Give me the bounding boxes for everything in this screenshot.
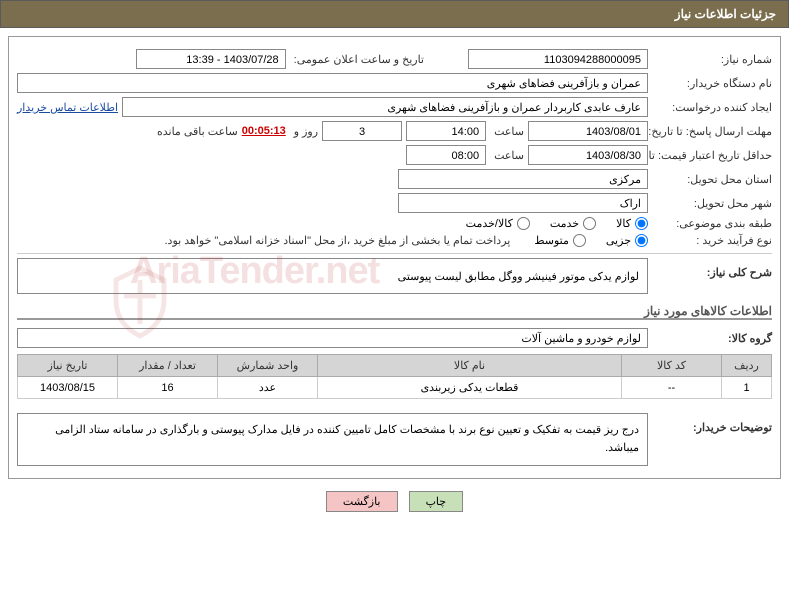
general-desc-field: لوازم یدکی موتور فینیشر ووگل مطابق لیست …: [17, 258, 648, 294]
remain-label: ساعت باقی مانده: [153, 125, 238, 138]
table-cell-code: --: [622, 377, 722, 399]
radio-service[interactable]: خدمت: [550, 217, 596, 230]
announce-date-label: تاریخ و ساعت اعلان عمومی:: [290, 53, 424, 66]
table-cell-qty: 16: [118, 377, 218, 399]
announce-date-field: 1403/07/28 - 13:39: [136, 49, 286, 69]
radio-service-input[interactable]: [583, 217, 596, 230]
validity-date-field: 1403/08/30: [528, 145, 648, 165]
time-label-1: ساعت: [490, 125, 524, 138]
validity-time-field: 08:00: [406, 145, 486, 165]
need-number-label: شماره نیاز:: [652, 53, 772, 66]
category-label: طبقه بندی موضوعی:: [652, 217, 772, 230]
days-label: روز و: [290, 125, 318, 138]
requester-field: عارف عابدی کاربردار عمران و بازآفرینی فض…: [122, 97, 648, 117]
radio-both-input[interactable]: [517, 217, 530, 230]
items-table: ردیف کد کالا نام کالا واحد شمارش تعداد /…: [17, 354, 772, 399]
buyer-org-field: عمران و بازآفرینی فضاهای شهری: [17, 73, 648, 93]
th-qty: تعداد / مقدار: [118, 355, 218, 377]
table-header-row: ردیف کد کالا نام کالا واحد شمارش تعداد /…: [18, 355, 772, 377]
radio-medium[interactable]: متوسط: [534, 234, 586, 247]
items-section-title: اطلاعات کالاهای مورد نیاز: [17, 304, 772, 320]
general-desc-label: شرح کلی نیاز:: [652, 258, 772, 294]
deadline-time-field: 14:00: [406, 121, 486, 141]
divider-1: [17, 253, 772, 254]
city-label: شهر محل تحویل:: [652, 197, 772, 210]
process-radio-group: جزیی متوسط: [534, 234, 648, 247]
buyer-org-label: نام دستگاه خریدار:: [652, 77, 772, 90]
time-label-2: ساعت: [490, 149, 524, 162]
th-code: کد کالا: [622, 355, 722, 377]
button-row: چاپ بازگشت: [0, 491, 789, 512]
category-radio-group: کالا خدمت کالا/خدمت: [466, 217, 648, 230]
radio-both[interactable]: کالا/خدمت: [466, 217, 530, 230]
buyer-notes-field: درج ریز قیمت به تفکیک و تعیین نوع برند ب…: [17, 413, 648, 466]
radio-goods[interactable]: کالا: [616, 217, 648, 230]
table-body: 1--قطعات یدکی زیربندیعدد161403/08/15: [18, 377, 772, 399]
process-label: نوع فرآیند خرید :: [652, 234, 772, 247]
buyer-contact-link[interactable]: اطلاعات تماس خریدار: [17, 101, 118, 114]
need-number-field: 1103094288000095: [468, 49, 648, 69]
countdown-timer: 00:05:13: [242, 125, 286, 137]
process-note: پرداخت تمام یا بخشی از مبلغ خرید ،از محل…: [161, 234, 511, 247]
page-title: جزئیات اطلاعات نیاز: [675, 7, 776, 21]
radio-small[interactable]: جزیی: [606, 234, 648, 247]
radio-small-input[interactable]: [635, 234, 648, 247]
deadline-label: مهلت ارسال پاسخ: تا تاریخ:: [652, 125, 772, 138]
buyer-notes-label: توضیحات خریدار:: [652, 407, 772, 434]
print-button[interactable]: چاپ: [409, 491, 464, 512]
group-field: لوازم خودرو و ماشین آلات: [17, 328, 648, 348]
table-cell-date: 1403/08/15: [18, 377, 118, 399]
city-field: اراک: [398, 193, 648, 213]
th-row: ردیف: [722, 355, 772, 377]
table-row: 1--قطعات یدکی زیربندیعدد161403/08/15: [18, 377, 772, 399]
th-name: نام کالا: [318, 355, 622, 377]
table-cell-unit: عدد: [218, 377, 318, 399]
page-header: جزئیات اطلاعات نیاز: [0, 0, 789, 28]
province-label: استان محل تحویل:: [652, 173, 772, 186]
radio-medium-input[interactable]: [573, 234, 586, 247]
group-label: گروه کالا:: [652, 332, 772, 345]
back-button[interactable]: بازگشت: [326, 491, 398, 512]
table-cell-name: قطعات یدکی زیربندی: [318, 377, 622, 399]
table-cell-row: 1: [722, 377, 772, 399]
radio-goods-input[interactable]: [635, 217, 648, 230]
province-field: مرکزی: [398, 169, 648, 189]
th-unit: واحد شمارش: [218, 355, 318, 377]
validity-label: حداقل تاریخ اعتبار قیمت: تا تاریخ:: [652, 149, 772, 162]
th-date: تاریخ نیاز: [18, 355, 118, 377]
requester-label: ایجاد کننده درخواست:: [652, 101, 772, 114]
form-container: شماره نیاز: 1103094288000095 تاریخ و ساع…: [8, 36, 781, 479]
deadline-date-field: 1403/08/01: [528, 121, 648, 141]
days-remaining-field: 3: [322, 121, 402, 141]
